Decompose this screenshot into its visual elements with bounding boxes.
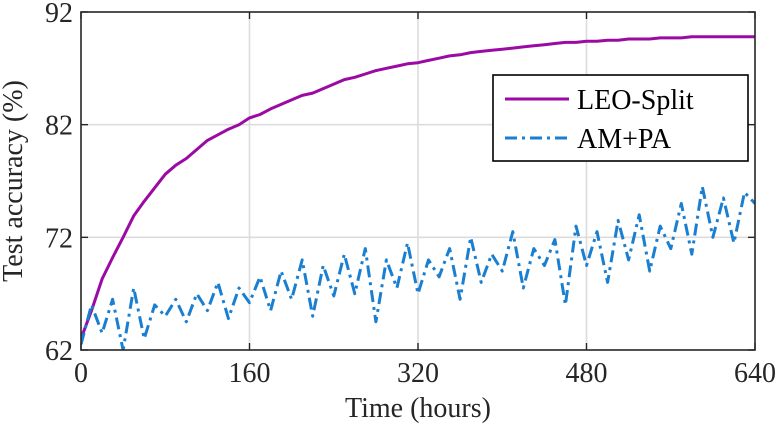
y-tick-label: 82 [45,111,73,142]
legend: LEO-Split AM+PA [492,74,749,162]
x-axis-title: Time (hours) [345,393,491,424]
tick-labels: 0 160 320 480 640 62 72 82 92 [45,0,776,389]
x-tick-label: 160 [229,358,271,389]
x-tick-label: 320 [397,358,439,389]
y-tick-label: 72 [45,223,73,254]
y-tick-label: 92 [45,0,73,29]
legend-label-am-pa: AM+PA [577,124,672,155]
y-tick-label: 62 [45,336,73,367]
y-axis-title: Test accuracy (%) [0,80,29,282]
x-tick-label: 640 [734,358,776,389]
x-tick-label: 0 [74,358,88,389]
series-layer [81,35,755,350]
legend-box [492,74,749,162]
x-tick-label: 480 [566,358,608,389]
ticks [80,11,756,351]
legend-label-leo-split: LEO-Split [577,85,694,116]
series-line-leo-split [81,35,755,340]
